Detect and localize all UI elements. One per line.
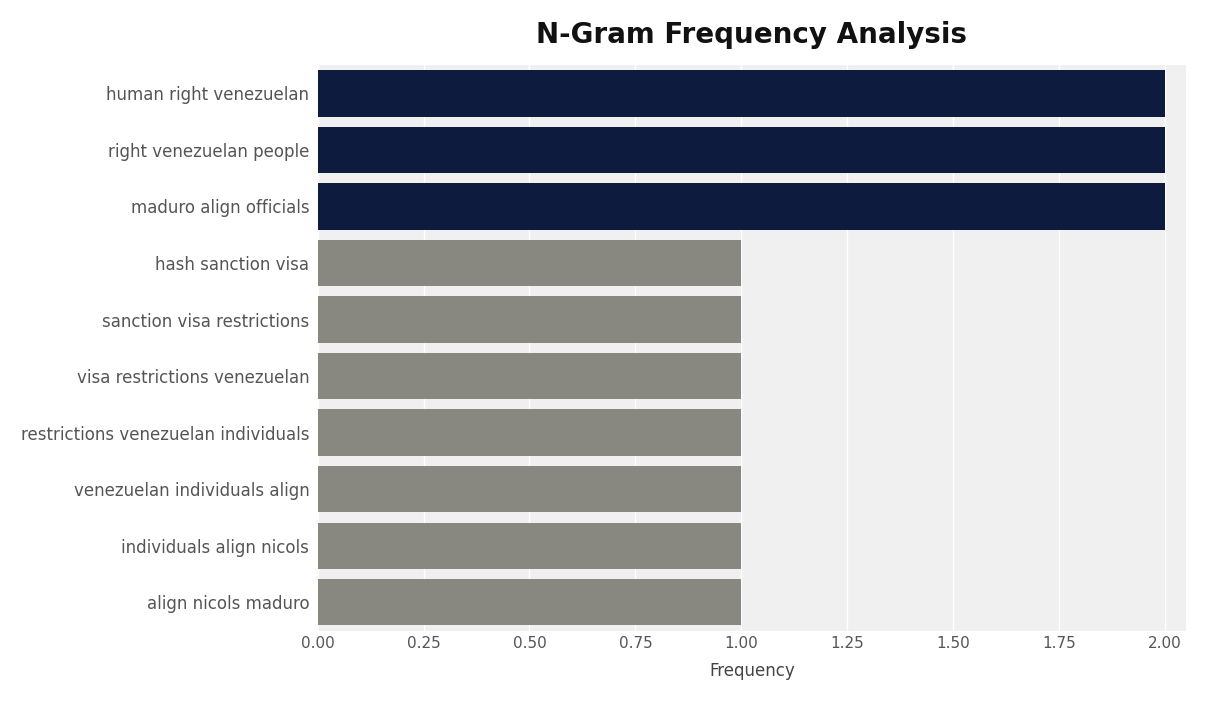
Bar [317, 297, 741, 343]
Bar [317, 353, 741, 400]
Bar [317, 127, 1165, 173]
X-axis label: Frequency: Frequency [709, 662, 794, 680]
Bar [317, 240, 741, 286]
Bar [317, 409, 741, 456]
Bar [317, 183, 1165, 230]
Bar [317, 579, 741, 625]
Title: N-Gram Frequency Analysis: N-Gram Frequency Analysis [536, 21, 968, 49]
Bar [317, 70, 1165, 116]
Bar [317, 522, 741, 569]
Bar [317, 466, 741, 512]
